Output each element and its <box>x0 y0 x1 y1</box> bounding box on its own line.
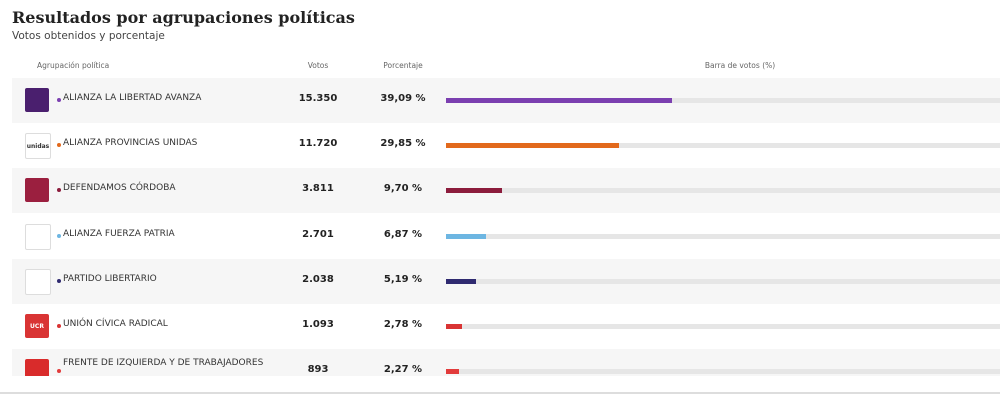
party-logo <box>25 223 51 250</box>
table-row: UCR UNIÓN CÍVICA RADICAL 1.093 2,78 % <box>12 304 1000 349</box>
table-row: ALIANZA LA LIBERTAD AVANZA 15.350 39,09 % <box>12 78 1000 123</box>
party-logo: UCR <box>25 314 49 338</box>
bar-track <box>446 369 1000 375</box>
column-header: Porcentaje <box>383 61 423 70</box>
bar-track <box>446 278 1000 284</box>
party-dot <box>57 369 61 374</box>
vote-bar <box>446 98 672 103</box>
party-dot <box>57 278 61 283</box>
column-header: Votos <box>307 61 329 70</box>
percentage: 5,19 % <box>383 273 423 285</box>
party-name: PARTIDO LIBERTARIO <box>63 273 157 284</box>
votes: 11.720 <box>298 138 338 150</box>
bar-track <box>446 143 1000 149</box>
bar-track <box>446 324 1000 329</box>
table-row: FRENTE DE IZQUIERDA Y DE TRABAJADORES 893… <box>12 349 1000 376</box>
party-dot <box>57 233 61 238</box>
percentage: 2,27 % <box>383 364 423 376</box>
votes: 2.038 <box>302 273 334 285</box>
vote-bar <box>446 278 476 284</box>
percentage: 29,85 % <box>380 138 426 150</box>
bar-track <box>446 233 1000 239</box>
vote-bar <box>446 369 460 375</box>
party-name: ALIANZA PROVINCIAS UNIDAS <box>63 138 198 149</box>
party-logo <box>25 178 49 203</box>
votes: 3.811 <box>302 183 334 195</box>
column-header: Barra de votos (%) <box>704 61 776 70</box>
votes: 893 <box>307 364 329 376</box>
party-dot <box>57 98 61 102</box>
results-table: ALIANZA LA LIBERTAD AVANZA 15.350 39,09 % u… <box>12 78 1000 376</box>
percentage: 39,09 % <box>380 93 426 104</box>
votes: 1.093 <box>302 319 334 330</box>
bar-track <box>446 188 1000 194</box>
party-logo <box>25 359 49 376</box>
title: Resultados por agrupaciones políticas <box>12 8 355 27</box>
party-logo <box>25 268 51 295</box>
party-logo: unidas <box>25 133 51 160</box>
vote-bar <box>446 324 463 329</box>
party-name: ALIANZA LA LIBERTAD AVANZA <box>63 93 202 103</box>
party-name: ALIANZA FUERZA PATRIA <box>63 228 175 239</box>
table-row: DEFENDAMOS CÓRDOBA 3.811 9,70 % <box>12 168 1000 214</box>
party-dot <box>57 188 61 193</box>
percentage: 2,78 % <box>383 319 423 330</box>
votes: 2.701 <box>302 228 334 240</box>
subtitle: Votos obtenidos y porcentaje <box>12 30 165 42</box>
table-row: unidas ALIANZA PROVINCIAS UNIDAS 11.720 29,… <box>12 123 1000 168</box>
bar-track <box>446 98 1000 103</box>
column-header: Agrupación política <box>37 61 110 70</box>
table-row: PARTIDO LIBERTARIO 2.038 5,19 % <box>12 258 1000 304</box>
party-dot <box>57 324 61 328</box>
vote-bar <box>446 233 486 239</box>
party-name: UNIÓN CÍVICA RADICAL <box>63 319 168 329</box>
party-name: FRENTE DE IZQUIERDA Y DE TRABAJADORES <box>63 358 264 369</box>
percentage: 9,70 % <box>383 183 423 195</box>
divider <box>0 392 1000 394</box>
party-dot <box>57 143 61 148</box>
table-row: ALIANZA FUERZA PATRIA 2.701 6,87 % <box>12 214 1000 259</box>
party-name: DEFENDAMOS CÓRDOBA <box>63 183 176 194</box>
votes: 15.350 <box>298 93 338 104</box>
vote-bar <box>446 143 619 149</box>
percentage: 6,87 % <box>383 228 423 240</box>
vote-bar <box>446 188 503 194</box>
party-logo <box>25 88 49 112</box>
